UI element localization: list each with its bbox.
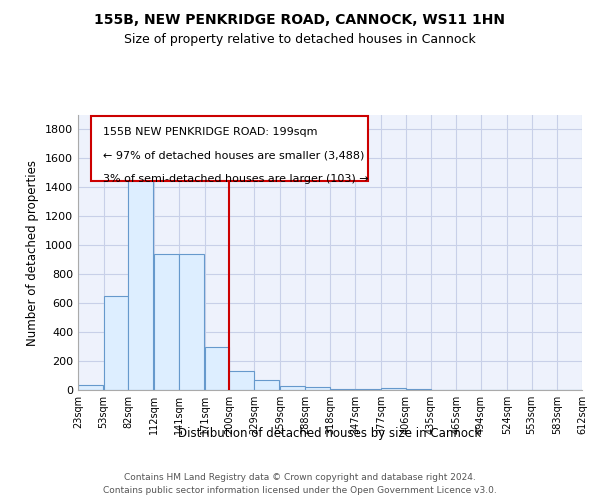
Bar — [381, 388, 406, 390]
Text: Contains HM Land Registry data © Crown copyright and database right 2024.: Contains HM Land Registry data © Crown c… — [124, 472, 476, 482]
Bar — [254, 380, 279, 390]
Text: ← 97% of detached houses are smaller (3,488): ← 97% of detached houses are smaller (3,… — [103, 151, 365, 161]
Bar — [205, 348, 229, 390]
Bar — [154, 254, 179, 390]
Bar — [78, 385, 103, 390]
Bar — [104, 296, 128, 390]
Bar — [305, 387, 329, 390]
Bar — [179, 254, 204, 390]
Bar — [229, 371, 254, 390]
Text: Contains public sector information licensed under the Open Government Licence v3: Contains public sector information licen… — [103, 486, 497, 495]
Bar — [128, 176, 154, 390]
Text: Distribution of detached houses by size in Cannock: Distribution of detached houses by size … — [178, 428, 482, 440]
FancyBboxPatch shape — [91, 116, 368, 181]
Text: Size of property relative to detached houses in Cannock: Size of property relative to detached ho… — [124, 32, 476, 46]
Text: 3% of semi-detached houses are larger (103) →: 3% of semi-detached houses are larger (1… — [103, 174, 369, 184]
Text: 155B, NEW PENKRIDGE ROAD, CANNOCK, WS11 1HN: 155B, NEW PENKRIDGE ROAD, CANNOCK, WS11 … — [95, 12, 505, 26]
Y-axis label: Number of detached properties: Number of detached properties — [26, 160, 40, 346]
Text: 155B NEW PENKRIDGE ROAD: 199sqm: 155B NEW PENKRIDGE ROAD: 199sqm — [103, 128, 318, 138]
Bar — [280, 386, 305, 390]
